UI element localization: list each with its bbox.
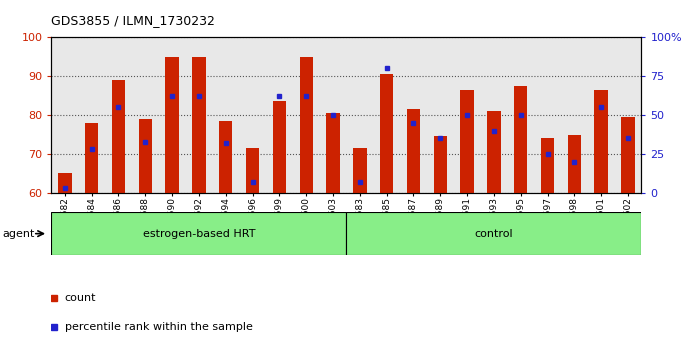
Bar [78,37,105,193]
Bar [595,90,608,193]
Bar [588,37,615,193]
Bar [327,113,340,193]
Bar [373,37,400,193]
Bar [480,37,508,193]
Bar [293,37,320,193]
Bar [185,37,213,193]
Bar [51,212,346,255]
Bar [246,148,259,193]
Bar [300,57,313,193]
Bar [192,57,206,193]
Bar [239,37,266,193]
Bar [615,37,641,193]
Bar [320,37,346,193]
Bar [353,148,366,193]
Text: percentile rank within the sample: percentile rank within the sample [64,322,252,332]
Bar [105,37,132,193]
Bar [346,212,641,255]
Bar [567,135,581,193]
Bar [158,37,185,193]
Bar [487,111,501,193]
Bar [514,86,528,193]
Bar [213,37,239,193]
Bar [112,80,125,193]
Text: control: control [475,229,513,239]
Text: GDS3855 / ILMN_1730232: GDS3855 / ILMN_1730232 [51,14,215,27]
Bar [139,119,152,193]
Text: estrogen-based HRT: estrogen-based HRT [143,229,255,239]
Bar [622,117,635,193]
Bar [58,173,71,193]
Bar [508,37,534,193]
Bar [272,101,286,193]
Text: count: count [64,292,96,303]
Bar [434,136,447,193]
Bar [453,37,480,193]
Bar [266,37,293,193]
Bar [460,90,474,193]
Bar [400,37,427,193]
Bar [165,57,179,193]
Text: agent: agent [3,229,35,239]
Bar [541,138,554,193]
Bar [219,121,233,193]
Bar [407,109,420,193]
Bar [427,37,453,193]
Bar [51,37,78,193]
Bar [561,37,588,193]
Bar [534,37,561,193]
Bar [85,123,98,193]
Bar [132,37,158,193]
Bar [380,74,393,193]
Bar [346,37,373,193]
